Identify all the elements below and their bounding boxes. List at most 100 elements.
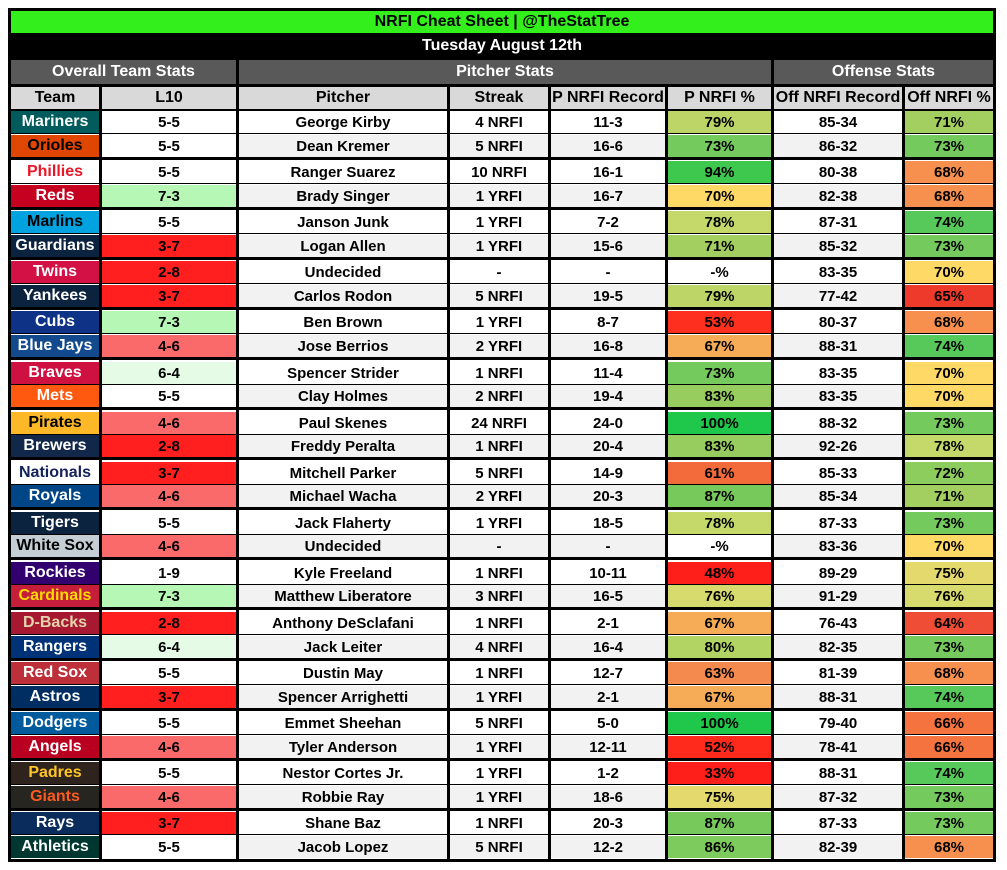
p-nrfi-pct-cell: 100% — [668, 412, 771, 434]
team-name-cell: Astros — [11, 686, 99, 708]
p-nrfi-record-cell: 16-7 — [551, 185, 665, 207]
streak-cell: 24 NRFI — [450, 412, 548, 434]
off-nrfi-pct-cell: 70% — [905, 362, 993, 384]
l10-cell: 4-6 — [102, 736, 236, 758]
p-nrfi-pct-cell: 78% — [668, 512, 771, 534]
p-nrfi-record-cell: 19-4 — [551, 385, 665, 407]
p-nrfi-pct-cell: 53% — [668, 311, 771, 333]
grid-line — [8, 109, 996, 111]
column-header-streak: Streak — [450, 87, 548, 109]
p-nrfi-record-cell: - — [551, 535, 665, 557]
off-nrfi-pct-cell: 73% — [905, 636, 993, 658]
l10-cell: 7-3 — [102, 585, 236, 607]
off-nrfi-record-cell: 81-39 — [774, 662, 902, 684]
section-team-stats: Overall Team Stats — [11, 60, 236, 84]
streak-cell: 3 NRFI — [450, 585, 548, 607]
grid-line — [8, 257, 996, 260]
team-name-cell: Guardians — [11, 235, 99, 257]
grid-line — [8, 157, 996, 160]
off-nrfi-record-cell: 88-31 — [774, 686, 902, 708]
p-nrfi-record-cell: 10-11 — [551, 562, 665, 584]
off-nrfi-record-cell: 85-34 — [774, 111, 902, 133]
pitcher-cell: Tyler Anderson — [239, 736, 447, 758]
grid-line — [8, 834, 996, 835]
p-nrfi-record-cell: 20-3 — [551, 812, 665, 834]
team-name-cell: Twins — [11, 261, 99, 283]
p-nrfi-record-cell: 16-8 — [551, 335, 665, 357]
off-nrfi-record-cell: 87-31 — [774, 211, 902, 233]
p-nrfi-pct-cell: 67% — [668, 686, 771, 708]
grid-line — [447, 87, 450, 859]
off-nrfi-pct-cell: 74% — [905, 211, 993, 233]
p-nrfi-pct-cell: 61% — [668, 462, 771, 484]
p-nrfi-pct-cell: 67% — [668, 335, 771, 357]
l10-cell: 4-6 — [102, 412, 236, 434]
l10-cell: 4-6 — [102, 485, 236, 507]
p-nrfi-pct-cell: 86% — [668, 836, 771, 858]
grid-line — [8, 708, 996, 711]
team-name-cell: Brewers — [11, 435, 99, 457]
off-nrfi-record-cell: 82-38 — [774, 185, 902, 207]
pitcher-cell: Undecided — [239, 535, 447, 557]
l10-cell: 4-6 — [102, 535, 236, 557]
p-nrfi-record-cell: 19-5 — [551, 285, 665, 307]
pitcher-cell: Mitchell Parker — [239, 462, 447, 484]
team-name-cell: D-Backs — [11, 612, 99, 634]
grid-line — [8, 133, 996, 134]
off-nrfi-pct-cell: 64% — [905, 612, 993, 634]
column-header-team: Team — [11, 87, 99, 109]
grid-line — [8, 434, 996, 435]
p-nrfi-pct-cell: 73% — [668, 362, 771, 384]
grid-line — [8, 557, 996, 560]
pitcher-cell: Dustin May — [239, 662, 447, 684]
off-nrfi-pct-cell: 71% — [905, 111, 993, 133]
p-nrfi-record-cell: 8-7 — [551, 311, 665, 333]
off-nrfi-pct-cell: 74% — [905, 762, 993, 784]
team-name-cell: Red Sox — [11, 662, 99, 684]
pitcher-cell: Dean Kremer — [239, 135, 447, 157]
pitcher-cell: Jacob Lopez — [239, 836, 447, 858]
grid-line — [993, 8, 996, 862]
p-nrfi-pct-cell: 73% — [668, 135, 771, 157]
streak-cell: 1 YRFI — [450, 736, 548, 758]
column-header-off-nrfi-pct: Off NRFI % — [905, 87, 993, 109]
column-header-off-nrfi-record: Off NRFI Record — [774, 87, 902, 109]
off-nrfi-record-cell: 78-41 — [774, 736, 902, 758]
l10-cell: 5-5 — [102, 762, 236, 784]
p-nrfi-record-cell: - — [551, 261, 665, 283]
off-nrfi-pct-cell: 66% — [905, 736, 993, 758]
p-nrfi-record-cell: 2-1 — [551, 686, 665, 708]
sheet-date: Tuesday August 12th — [11, 35, 993, 57]
p-nrfi-record-cell: 12-7 — [551, 662, 665, 684]
streak-cell: 5 NRFI — [450, 135, 548, 157]
l10-cell: 3-7 — [102, 812, 236, 834]
p-nrfi-pct-cell: 83% — [668, 435, 771, 457]
p-nrfi-pct-cell: 70% — [668, 185, 771, 207]
grid-line — [8, 307, 996, 310]
team-name-cell: Padres — [11, 762, 99, 784]
off-nrfi-record-cell: 79-40 — [774, 712, 902, 734]
p-nrfi-pct-cell: 83% — [668, 385, 771, 407]
off-nrfi-pct-cell: 76% — [905, 585, 993, 607]
p-nrfi-pct-cell: 78% — [668, 211, 771, 233]
grid-line — [8, 758, 996, 761]
team-name-cell: Mariners — [11, 111, 99, 133]
p-nrfi-record-cell: 16-6 — [551, 135, 665, 157]
p-nrfi-record-cell: 1-2 — [551, 762, 665, 784]
l10-cell: 3-7 — [102, 462, 236, 484]
off-nrfi-record-cell: 88-31 — [774, 335, 902, 357]
p-nrfi-record-cell: 16-5 — [551, 585, 665, 607]
column-header-pitcher: Pitcher — [239, 87, 447, 109]
p-nrfi-record-cell: 20-4 — [551, 435, 665, 457]
grid-line — [8, 808, 996, 811]
streak-cell: 1 YRFI — [450, 762, 548, 784]
off-nrfi-pct-cell: 68% — [905, 185, 993, 207]
pitcher-cell: Carlos Rodon — [239, 285, 447, 307]
p-nrfi-pct-cell: 75% — [668, 786, 771, 808]
l10-cell: 4-6 — [102, 786, 236, 808]
team-name-cell: Pirates — [11, 412, 99, 434]
team-name-cell: Marlins — [11, 211, 99, 233]
pitcher-cell: Paul Skenes — [239, 412, 447, 434]
off-nrfi-record-cell: 86-32 — [774, 135, 902, 157]
